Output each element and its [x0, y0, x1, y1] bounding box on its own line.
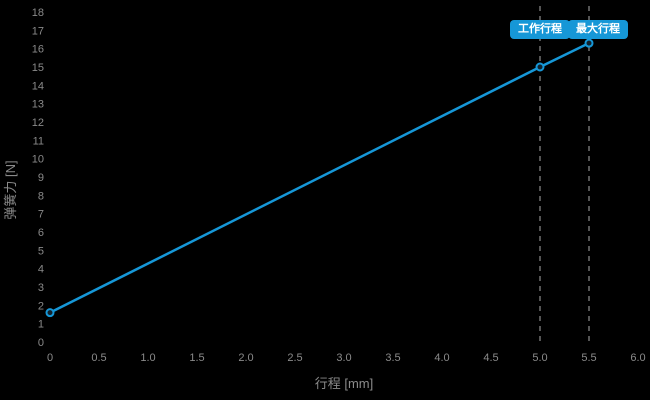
badge-max-stroke: 最大行程 [568, 20, 628, 39]
y-axis-tick-label: 18 [32, 7, 44, 19]
series-group [45, 38, 594, 318]
y-axis-title: 弹簧力 [N] [3, 160, 18, 219]
x-axis-tick-label: 4.5 [483, 352, 498, 364]
y-axis-tick-label: 14 [32, 80, 44, 92]
y-axis-tick-label: 1 [38, 319, 44, 331]
y-axis-tick-label: 11 [33, 135, 44, 147]
spring-force-line [49, 42, 590, 314]
x-axis-tick-labels: 0 0.5 1.0 1.5 2.0 2.5 3.0 3.5 4.0 4.5 5.0 5.5 6.0 [47, 352, 646, 364]
x-axis-tick-label: 5.5 [581, 352, 596, 364]
x-axis-tick-label: 0 [47, 352, 53, 364]
y-axis-tick-label: 7 [38, 209, 44, 221]
y-axis-tick-label: 8 [38, 190, 44, 202]
y-axis-tick-label: 4 [38, 264, 44, 276]
x-axis-tick-label: 2.5 [287, 352, 302, 364]
x-axis-tick-label: 3.0 [336, 352, 351, 364]
y-axis-tick-label: 15 [32, 62, 44, 74]
x-axis-tick-label: 3.5 [385, 352, 400, 364]
annotation-vlines [539, 6, 590, 346]
x-axis-title: 行程 [mm] [315, 376, 374, 391]
y-axis-tick-label: 2 [38, 300, 44, 312]
x-axis-tick-label: 0.5 [91, 352, 106, 364]
data-point-marker [45, 308, 55, 318]
badge-work-stroke: 工作行程 [510, 20, 570, 39]
y-axis-tick-label: 3 [38, 282, 44, 294]
data-point-marker [584, 38, 594, 48]
y-axis-tick-label: 16 [32, 44, 44, 56]
y-axis-tick-label: 17 [32, 25, 44, 37]
y-axis-tick-label: 0 [38, 337, 44, 349]
x-axis-tick-label: 5.0 [532, 352, 547, 364]
y-axis-tick-label: 6 [38, 227, 44, 239]
y-axis-tick-label: 5 [38, 245, 44, 257]
x-axis-tick-label: 6.0 [630, 352, 645, 364]
x-axis-tick-label: 1.5 [189, 352, 204, 364]
x-axis-tick-label: 1.0 [140, 352, 155, 364]
x-axis-tick-label: 4.0 [434, 352, 449, 364]
y-axis-tick-label: 13 [32, 99, 44, 111]
data-point-marker [535, 62, 545, 72]
y-axis-tick-label: 9 [38, 172, 44, 184]
x-axis-tick-label: 2.0 [238, 352, 253, 364]
y-axis-tick-label: 12 [32, 117, 44, 129]
y-axis-tick-label: 10 [32, 154, 44, 166]
